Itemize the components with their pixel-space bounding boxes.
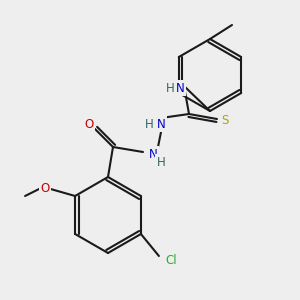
Text: N: N bbox=[148, 148, 158, 160]
Text: H: H bbox=[166, 82, 174, 94]
Text: N: N bbox=[176, 82, 184, 94]
Text: O: O bbox=[40, 182, 50, 196]
Text: O: O bbox=[84, 118, 94, 131]
Text: S: S bbox=[221, 115, 229, 128]
Text: H: H bbox=[157, 155, 165, 169]
Text: H: H bbox=[145, 118, 153, 130]
Text: Cl: Cl bbox=[165, 254, 176, 266]
Text: N: N bbox=[157, 118, 165, 130]
